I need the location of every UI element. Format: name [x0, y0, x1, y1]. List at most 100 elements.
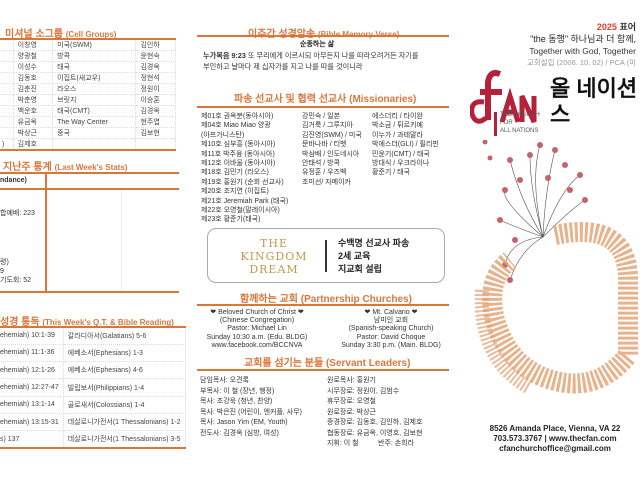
motto-year: 2025 표어 — [596, 22, 636, 32]
memory-verse-heading: 순종하는 삶 — [300, 41, 335, 48]
logo-subtitle: THE CHURCH FOR ALL NATIONS — [500, 112, 540, 134]
cell-group-row: 김춘진 라오스 정원이 — [0, 83, 176, 95]
cell-group-row-cell — [0, 127, 14, 139]
bible-reading-row-cell: ehemiah) 12:1-26 — [0, 361, 64, 380]
missionary-item: 박삼배 / 인도네시아 — [302, 150, 360, 158]
cell-group-row: 김동호 이집트(새교우) 정현석 — [0, 72, 176, 84]
address: 8526 Amanda Place, Vienna, VA 22 — [489, 424, 621, 433]
missionary-item: 제11호 박주융 (동아시아) — [201, 150, 275, 158]
cell-group-row-cell — [0, 94, 14, 106]
cell-group-row-cell: 김경옥 — [135, 61, 176, 73]
cell-group-row: 박상근 중국 김보현 — [0, 127, 176, 139]
servant-item: 증경장로: 김동호, 김인하, 김제호 — [327, 419, 423, 426]
missionary-item: 제10호 심부흥 (동아시아) — [201, 141, 276, 149]
missionary-item: 김진영(SWM) / 미국 — [302, 131, 362, 139]
cell-group-row-cell — [0, 61, 14, 73]
cell-group-row-cell: 김인하 — [135, 39, 176, 51]
missionary-item: 안태석 / 방콕 — [302, 160, 341, 168]
cell-group-row: 박춘영 브릿지 이승훈 — [0, 94, 176, 106]
cell-group-row-cell: 미국(SWM) — [52, 39, 137, 51]
missionary-item: (아프가니스탄) — [201, 131, 245, 139]
missionary-item: 박에스더(GLI) / 필리핀 — [372, 141, 439, 149]
missionary-item: 이누가 / 과테말라 — [372, 131, 423, 139]
bible-reading-title: 성경 통독 (This Week's Q.T. & Bible Reading) — [0, 317, 174, 328]
cell-group-row-cell: 태국 — [52, 61, 137, 73]
cell-group-row-cell: 김보현 — [135, 127, 176, 139]
cell-group-row-cell: 중국 — [52, 127, 137, 139]
stats-title: 지난주 통계 (Last Week's Stats) — [3, 162, 128, 173]
missionary-item: 조미선/ 자메이카 — [302, 178, 351, 186]
cell-group-row-cell: 정현석 — [135, 72, 176, 84]
partnership-line: Pastor: David Choque — [356, 333, 426, 341]
cell-group-row-cell: 김경옥 — [135, 105, 176, 117]
cell-group-row-cell: 윤현숙 — [135, 50, 176, 62]
motto-tagline: "the 동행" 하나님과 더 함께, — [530, 34, 636, 44]
email[interactable]: cfanchurchoffice@gmail.com — [499, 444, 611, 453]
servant-item: 원로목사: 홍원기 — [327, 377, 376, 384]
missionary-item: 제22호 오영철(말레이시아) — [201, 207, 280, 215]
memory-verse-text: 누가복음 9:23 또 무리에게 이르시되 아무든지 나를 따라오려거든 자기를… — [203, 51, 419, 71]
bible-reading-row-cell: 골로새서(Colossians) 1-4 — [63, 396, 186, 414]
cell-group-row-cell: 이창영 — [13, 39, 54, 51]
bible-reading-row-cell: ehemiah) 13:15-31 — [0, 413, 64, 432]
stats-prayer: 기도회: 52 — [0, 277, 31, 284]
stats-worship: 합예배: 223 — [0, 210, 35, 217]
founded-info: 교회설립 (2006. 10. 02) / PCA (미 — [526, 58, 636, 67]
servant-item: 목사: 조강욱 (청년, 찬양) — [200, 398, 273, 405]
missionary-item: 문바나바 / 티벳 — [302, 141, 347, 149]
missionaries-col-1: 제01호 권옥분(동아시아) 제04호 Miao Miao 양광 (아프가니스탄) 제… — [201, 112, 288, 225]
partnership-line: Pastor: Michael Lin — [227, 325, 287, 333]
cell-group-row-cell: 현주엽 — [135, 116, 176, 128]
partnership-beloved: ❤ Beloved Church of Christ ❤ (Chinese Con… — [198, 309, 316, 350]
bible-reading-row: ehemiah) 13:1-14 골로새서(Colossians) 1-4 — [0, 396, 186, 414]
servant-item: 협동장로: 유금옥, 이영호, 김보현 — [327, 429, 423, 437]
bible-reading-row: s) 137 데살로니가전서(1 Thessalonians) 3-5 — [0, 430, 186, 449]
servants-right: 원로목사: 홍원기 시무장로: 정원이, 김범수 휴무장로: 오영철 원로장로: 박상… — [327, 376, 422, 450]
bible-reading-row: ehemiah) 12:27-47 빌립보서(Philippians) 1-4 — [0, 378, 186, 397]
cell-group-row-cell: 라오스 — [52, 83, 137, 95]
partnership-line: Sunday 10:30 a.m. (Edu. BLDG) — [206, 333, 308, 341]
cell-group-row-cell: 양광철 — [13, 50, 54, 62]
bible-reading-row: ehemiah) 11:1-36 에베소서(Ephesians) 1-3 — [0, 344, 186, 363]
servant-item: 목사: 박은진 (어린이, 엔커플, 사무) — [200, 408, 302, 416]
servant-item: 전도사: 김경옥 (심방, 여성) — [200, 429, 279, 437]
stats-header: ndance) — [0, 177, 27, 184]
partnership-line: ❤ Mt. Calvario ❤ — [364, 309, 418, 316]
hearts-globe-illustration — [474, 140, 638, 395]
stats-box: ndance) 합예배: 223 령) 9 기도회: 52 — [0, 172, 179, 293]
cell-group-row-cell: 이집트(새교우) — [52, 72, 137, 84]
missionary-item: 강민숙 / 일본 — [302, 113, 341, 120]
cell-group-row: ) 김제호 — [0, 138, 176, 151]
bible-reading-row-cell: ehemiah) 13:1-14 — [0, 396, 64, 414]
servant-accompanist: 반주: 손희라 — [378, 440, 415, 447]
partnership-line: (Chinese Congregation) — [219, 317, 295, 325]
missionary-item: 에스더리 / 타이완 — [372, 113, 423, 120]
partnership-line: www.facebook.com/BCCNVA — [211, 341, 303, 349]
bible-reading-row-cell: ehemiah) 10:1-39 — [0, 327, 64, 345]
cell-group-row: 이창영 미국(SWM) 김인하 — [0, 39, 176, 51]
servants-title: 교회를 섬기는 분들 (Servant Leaders) — [244, 358, 411, 369]
phone-website[interactable]: 703.573.3767 | www.thecfan.com — [493, 434, 617, 443]
bible-reading-row-cell: s) 137 — [0, 430, 64, 449]
stats-line: 9 — [0, 268, 4, 275]
kingdom-dream-box: THE KINGDOM DREAM 수백명 선교사 파송 2세 교육 지교회 설립 — [207, 228, 445, 283]
cell-groups-title: 미셔널 소그룹 (Cell Groups) — [5, 29, 117, 40]
cell-group-row-cell: 김춘진 — [13, 83, 54, 95]
cell-group-row: 유금옥 The Way Center 현주엽 — [0, 116, 176, 128]
missionary-item: 제23호 황준기(태국) — [201, 216, 261, 224]
missionary-item: 민윤기(CMT) / 태국 — [372, 150, 430, 158]
cell-group-row-cell: 태국(CMT) — [52, 105, 137, 117]
missionary-item: 방대식 / 우크라이나 — [372, 160, 430, 168]
cfan-logo — [469, 70, 540, 130]
cell-group-row-cell: 김제호 — [13, 138, 54, 151]
cell-group-row-cell — [0, 83, 14, 95]
partnership-calvario: ❤ Mt. Calvario ❤ 남미인 교회 (Spanish-speaking … — [332, 309, 450, 350]
missionaries-title: 파송 선교사 및 협력 선교사 (Missionaries) — [234, 94, 417, 105]
missionaries-col-2: 강민숙 / 일본 김거룩 / 그루지아 김진영(SWM) / 미국 문바나바 / 티벳… — [302, 112, 362, 187]
bible-reading-row-cell: 빌립보서(Philippians) 1-4 — [63, 378, 186, 397]
stats-line: 령) — [0, 259, 9, 266]
servant-item: 담임목사: 오견록 — [200, 377, 249, 384]
missionary-item: 제20호 조지연 (이집트) — [201, 188, 269, 196]
cell-group-row-cell — [52, 138, 137, 151]
missionary-item: 박소금 / 튀르키예 — [372, 122, 423, 130]
